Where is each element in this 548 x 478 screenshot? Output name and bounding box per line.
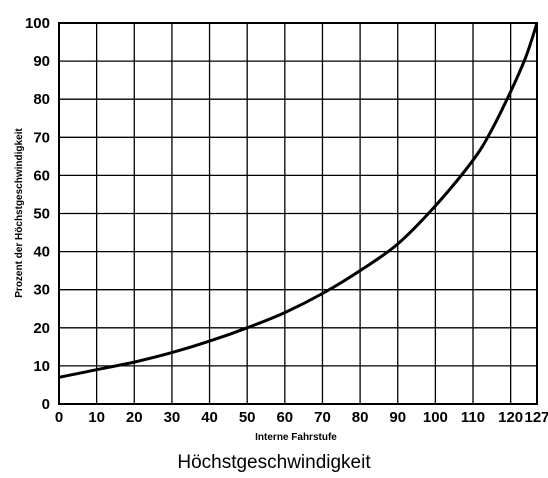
y-tick-label: 90 xyxy=(33,53,50,70)
y-tick-label: 70 xyxy=(33,129,50,146)
x-tick-label: 0 xyxy=(55,409,63,426)
x-tick-label: 100 xyxy=(423,409,448,426)
y-axis-title: Prozent der Höchstgeschwindigkeit xyxy=(14,128,25,298)
y-tick-label: 0 xyxy=(42,396,50,413)
y-axis-ticks: 0 10 20 30 40 50 60 70 80 90 100 xyxy=(25,15,50,413)
x-tick-label: 50 xyxy=(239,409,256,426)
y-tick-label: 60 xyxy=(33,167,50,184)
y-tick-label: 80 xyxy=(33,91,50,108)
x-tick-label: 10 xyxy=(88,409,105,426)
x-tick-label: 80 xyxy=(352,409,369,426)
y-tick-label: 40 xyxy=(33,244,50,261)
y-tick-label: 10 xyxy=(33,358,50,375)
line-chart: 0 10 20 30 40 50 60 70 80 90 100 0 10 20 30 40 50 60 70 80… xyxy=(14,15,548,443)
x-tick-label: 110 xyxy=(461,409,485,426)
x-tick-label: 60 xyxy=(276,409,293,426)
x-axis-title: Interne Fahrstufe xyxy=(255,432,337,443)
x-tick-label: 120 xyxy=(498,409,523,426)
x-tick-label: 70 xyxy=(314,409,331,426)
y-tick-label: 20 xyxy=(33,320,50,337)
speed-curve xyxy=(58,22,539,379)
x-tick-label: 90 xyxy=(389,409,406,426)
grid xyxy=(58,22,538,405)
y-tick-label: 30 xyxy=(33,282,50,299)
plot-frame xyxy=(58,22,538,405)
y-tick-label: 100 xyxy=(25,15,50,32)
caption: Höchstgeschwindigkeit xyxy=(177,452,371,473)
x-tick-label: 20 xyxy=(126,409,143,426)
x-tick-label: 40 xyxy=(201,409,218,426)
y-tick-label: 50 xyxy=(33,206,50,223)
x-tick-label: 127 xyxy=(524,409,548,426)
x-axis-ticks: 0 10 20 30 40 50 60 70 80 90 100 110 120 127 xyxy=(55,409,548,426)
x-tick-label: 30 xyxy=(164,409,181,426)
